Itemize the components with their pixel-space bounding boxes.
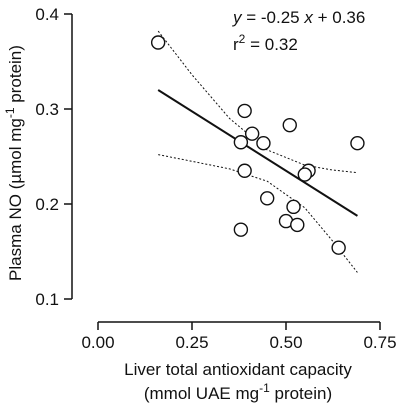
regression-annotation: y = -0.25 x + 0.36 r2 = 0.32 [232,8,365,54]
y-tick-label: 0.3 [35,100,59,119]
y-tick-label: 0.2 [35,195,59,214]
regression-line [157,89,358,217]
r-squared: r2 = 0.32 [233,32,298,54]
y-axis-title-sup: -1 [3,107,17,118]
data-point [150,35,166,50]
data-point [244,126,260,141]
equation-mid: = -0.25 [242,8,305,27]
r-squared-rest: = 0.32 [245,35,297,54]
x-tick-label: 0.75 [363,333,396,352]
plot-area: 0.1 0.2 0.3 0.4 0.00 0.25 0.50 0.75 [35,5,396,352]
data-point [260,191,275,206]
x-tick-label: 0.50 [269,333,302,352]
y-tick-label: 0.1 [35,290,59,309]
confidence-band-lower [158,154,358,273]
x-tick-label: 0.00 [81,333,114,352]
data-point [233,135,249,150]
x-axis-title-line1: Liver total antioxidant capacity [124,360,352,379]
data-point [282,117,297,133]
x-axis-title-unit-start: (mmol UAE mg [144,384,259,403]
data-point [350,135,365,151]
data-point [286,199,301,215]
r-squared-base: r [233,35,239,54]
y-axis-title-unit: protein) [6,45,25,107]
y-axis-title-main: Plasma NO (µmol mg [6,118,25,281]
equation-end: + 0.36 [313,8,365,27]
x-axis-title-unit-end: protein) [270,384,332,403]
data-point [237,163,252,178]
equation-x: x [303,8,313,27]
x-axis-title-sup: -1 [259,381,270,395]
x-axis-title-line2: (mmol UAE mg-1 protein) [144,381,332,403]
y-axis-title: Plasma NO (µmol mg-1 protein) [3,45,25,281]
equation-y: y [232,8,243,27]
y-tick-label: 0.4 [35,5,59,24]
data-point [237,103,252,119]
regression-equation: y = -0.25 x + 0.36 [232,8,365,27]
data-point [233,222,249,237]
data-point [331,240,346,255]
x-tick-label: 0.25 [175,333,208,352]
r-squared-sup: 2 [239,32,246,46]
confidence-band-upper [157,30,358,174]
data-point [297,167,312,182]
data-point [256,135,271,151]
data-point [290,217,305,233]
